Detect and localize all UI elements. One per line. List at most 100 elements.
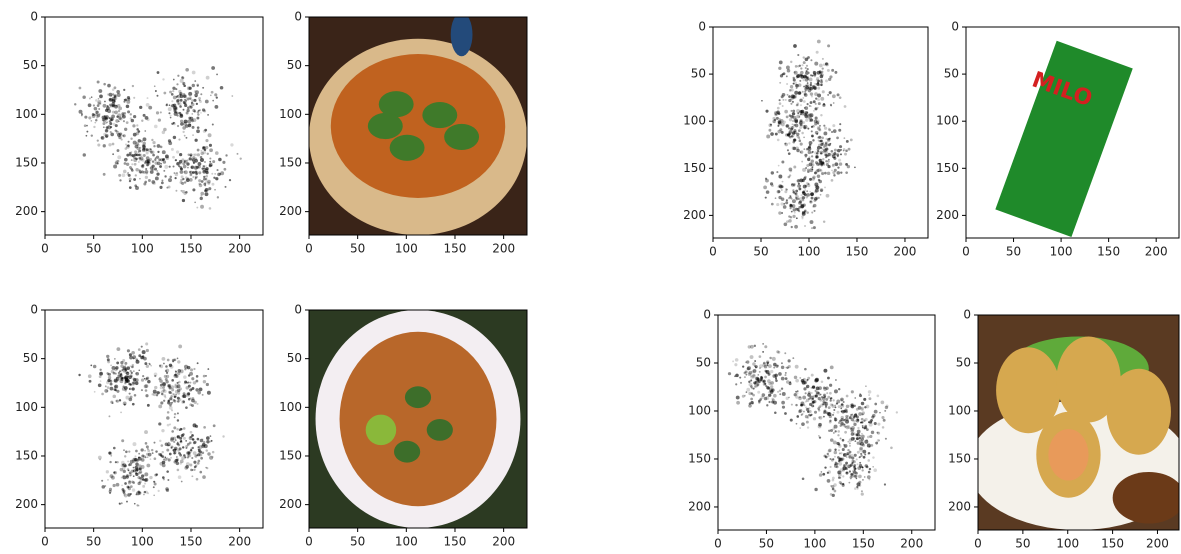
saliency-dot <box>196 207 198 209</box>
saliency-dot <box>154 482 157 485</box>
saliency-dot <box>205 100 209 104</box>
saliency-dot <box>791 226 793 228</box>
saliency-dot <box>141 120 143 122</box>
saliency-dot <box>154 474 157 477</box>
saliency-dot <box>823 103 825 105</box>
saliency-dot <box>864 406 866 408</box>
saliency-dot <box>805 380 808 383</box>
saliency-dot <box>200 205 204 209</box>
saliency-dot <box>141 379 144 382</box>
saliency-dot <box>183 437 186 440</box>
saliency-dot <box>762 351 764 353</box>
saliency-dot <box>185 191 188 194</box>
saliency-dot <box>834 451 838 455</box>
saliency-dot <box>782 99 784 101</box>
saliency-dot <box>153 494 155 496</box>
saliency-dot <box>807 426 809 428</box>
saliency-dot <box>781 377 785 381</box>
saliency-dot <box>162 78 164 80</box>
saliency-dot <box>766 360 769 363</box>
y-tick-label: 150 <box>279 155 302 169</box>
saliency-dot <box>896 411 898 413</box>
saliency-dot <box>198 97 201 100</box>
saliency-dot <box>166 470 169 473</box>
photo-shape <box>451 13 473 57</box>
saliency-dot <box>821 74 824 77</box>
figure: 0501001502000501001502000501001502000501… <box>0 0 1181 554</box>
saliency-dot <box>116 483 120 487</box>
saliency-dot <box>838 129 841 132</box>
saliency-dot <box>830 403 833 406</box>
saliency-dot <box>118 372 120 374</box>
saliency-dot <box>93 126 95 128</box>
saliency-dot <box>129 152 132 155</box>
saliency-dot <box>853 437 855 439</box>
saliency-dot <box>794 393 797 396</box>
saliency-dot <box>859 484 862 487</box>
saliency-dot <box>206 383 209 386</box>
saliency-dot <box>810 392 812 394</box>
photo-shape <box>405 386 431 408</box>
saliency-dot <box>193 461 196 464</box>
saliency-dot <box>735 358 739 362</box>
saliency-dot <box>783 72 786 75</box>
saliency-dot <box>798 129 801 132</box>
saliency-dot <box>141 165 144 168</box>
saliency-dot <box>136 504 138 506</box>
saliency-dot <box>189 382 191 384</box>
saliency-dot <box>795 404 797 406</box>
saliency-dot <box>802 190 805 193</box>
saliency-dot <box>145 389 148 392</box>
saliency-dot <box>195 139 198 142</box>
saliency-dot <box>857 427 859 429</box>
saliency-dot <box>186 137 188 139</box>
saliency-dot <box>100 380 102 382</box>
x-tick-label: 50 <box>350 535 365 549</box>
saliency-dot <box>788 176 791 179</box>
saliency-dot <box>809 191 811 193</box>
saliency-dot <box>784 143 786 145</box>
saliency-dot <box>802 212 806 216</box>
saliency-dot <box>189 397 191 399</box>
saliency-dot <box>803 56 805 58</box>
saliency-dot <box>770 370 773 373</box>
saliency-dot <box>787 94 789 96</box>
saliency-dot <box>104 389 108 393</box>
saliency-dot <box>150 166 154 170</box>
photo-shape <box>366 415 397 446</box>
saliency-dot <box>121 477 123 479</box>
saliency-dot <box>791 404 793 406</box>
saliency-dot <box>824 187 826 189</box>
saliency-dot <box>83 153 86 156</box>
y-tick-label: 200 <box>683 208 706 222</box>
saliency-dot <box>785 99 787 101</box>
saliency-dot <box>207 368 209 370</box>
saliency-dot <box>790 136 792 138</box>
saliency-dot <box>167 359 170 362</box>
saliency-dot <box>747 366 751 370</box>
saliency-dot <box>860 466 862 468</box>
x-tick-label: 0 <box>962 245 970 259</box>
saliency-dot <box>798 201 802 205</box>
saliency-dot <box>783 205 787 209</box>
saliency-dot <box>112 111 115 114</box>
saliency-dot <box>780 202 783 205</box>
saliency-dot <box>176 99 179 102</box>
saliency-dot <box>220 86 224 90</box>
saliency-dot <box>843 444 845 446</box>
saliency-dot <box>766 386 769 389</box>
saliency-dot <box>890 446 893 449</box>
saliency-dot <box>800 71 804 75</box>
saliency-dot <box>859 437 861 439</box>
saliency-dot <box>877 423 880 426</box>
saliency-dot <box>822 473 825 476</box>
saliency-dot <box>198 179 201 182</box>
saliency-dot <box>829 415 832 418</box>
saliency-dot <box>211 91 214 94</box>
saliency-dot <box>165 378 168 381</box>
saliency-dot <box>827 44 830 47</box>
saliency-dot <box>788 152 791 155</box>
saliency-dot <box>839 420 842 423</box>
saliency-dot <box>805 415 808 418</box>
y-tick-label: 0 <box>698 20 706 34</box>
